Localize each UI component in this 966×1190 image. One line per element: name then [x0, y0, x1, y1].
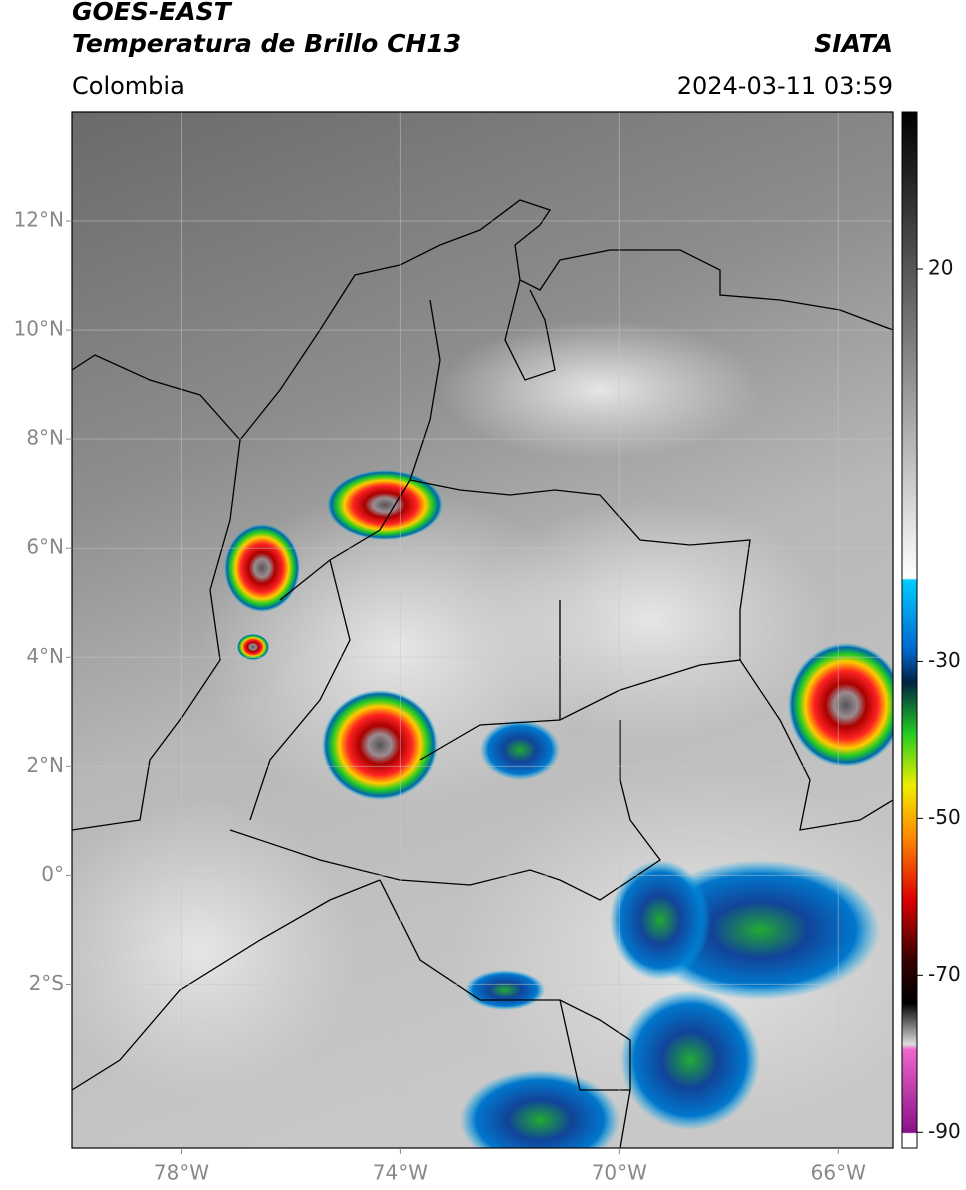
- lat-tick-label: 8°N: [26, 426, 64, 450]
- colorbar-tick-label: -50: [928, 805, 961, 829]
- source: SIATA: [814, 29, 893, 58]
- colorbar-tick-label: 20: [928, 255, 953, 279]
- lon-tick-label: 74°W: [373, 1161, 428, 1185]
- region: Colombia: [72, 72, 185, 100]
- lat-tick-label: 10°N: [14, 317, 64, 341]
- lon-tick-label: 70°W: [592, 1161, 647, 1185]
- map-frame: [71, 111, 894, 1149]
- lat-tick-label: 2°N: [26, 753, 64, 777]
- satellite-image: [72, 112, 893, 1148]
- lat-tick-label: 2°S: [29, 971, 64, 995]
- colorbar: [901, 111, 918, 1149]
- subtitle: Temperatura de Brillo CH13: [72, 29, 461, 58]
- lat-tick-label: 12°N: [14, 208, 64, 232]
- title: GOES-EAST: [72, 0, 233, 26]
- colorbar-tick-label: -30: [928, 648, 961, 672]
- lat-tick-label: 4°N: [26, 644, 64, 668]
- datetime: 2024-03-11 03:59: [677, 72, 893, 100]
- colorbar-tick-label: -90: [928, 1119, 961, 1143]
- lon-tick-label: 66°W: [811, 1161, 866, 1185]
- colorbar-tick-label: -70: [928, 962, 961, 986]
- lon-tick-label: 78°W: [154, 1161, 209, 1185]
- lat-tick-label: 0°: [41, 862, 64, 886]
- lat-tick-label: 6°N: [26, 535, 64, 559]
